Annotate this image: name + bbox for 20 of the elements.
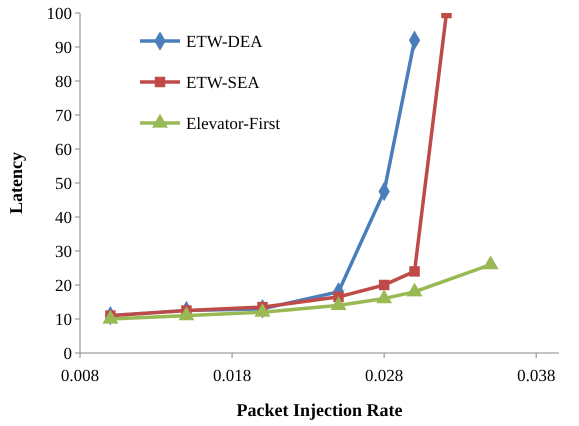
- y-tick-label: 50: [55, 174, 72, 193]
- y-tick-label: 90: [55, 38, 72, 57]
- x-tick-label: 0.018: [212, 366, 252, 385]
- x-tick-label: 0.008: [60, 366, 100, 385]
- y-tick-label: 100: [46, 4, 72, 23]
- legend-label: Elevator-First: [186, 114, 280, 133]
- y-tick-label: 20: [55, 276, 72, 295]
- y-tick-label: 0: [64, 344, 72, 363]
- y-axis-title: Latency: [6, 152, 26, 214]
- y-tick-label: 30: [55, 242, 72, 261]
- legend-label: ETW-SEA: [186, 72, 260, 92]
- x-tick-label: 0.028: [365, 366, 404, 385]
- y-tick-label: 60: [55, 140, 72, 159]
- x-tick-label: 0.038: [517, 366, 556, 385]
- y-tick-label: 40: [55, 208, 72, 227]
- y-tick-label: 80: [55, 72, 72, 91]
- y-tick-label: 10: [55, 310, 72, 329]
- x-axis-title: Packet Injection Rate: [236, 400, 402, 420]
- y-tick-label: 70: [55, 106, 72, 125]
- legend-label: ETW-DEA: [186, 32, 264, 51]
